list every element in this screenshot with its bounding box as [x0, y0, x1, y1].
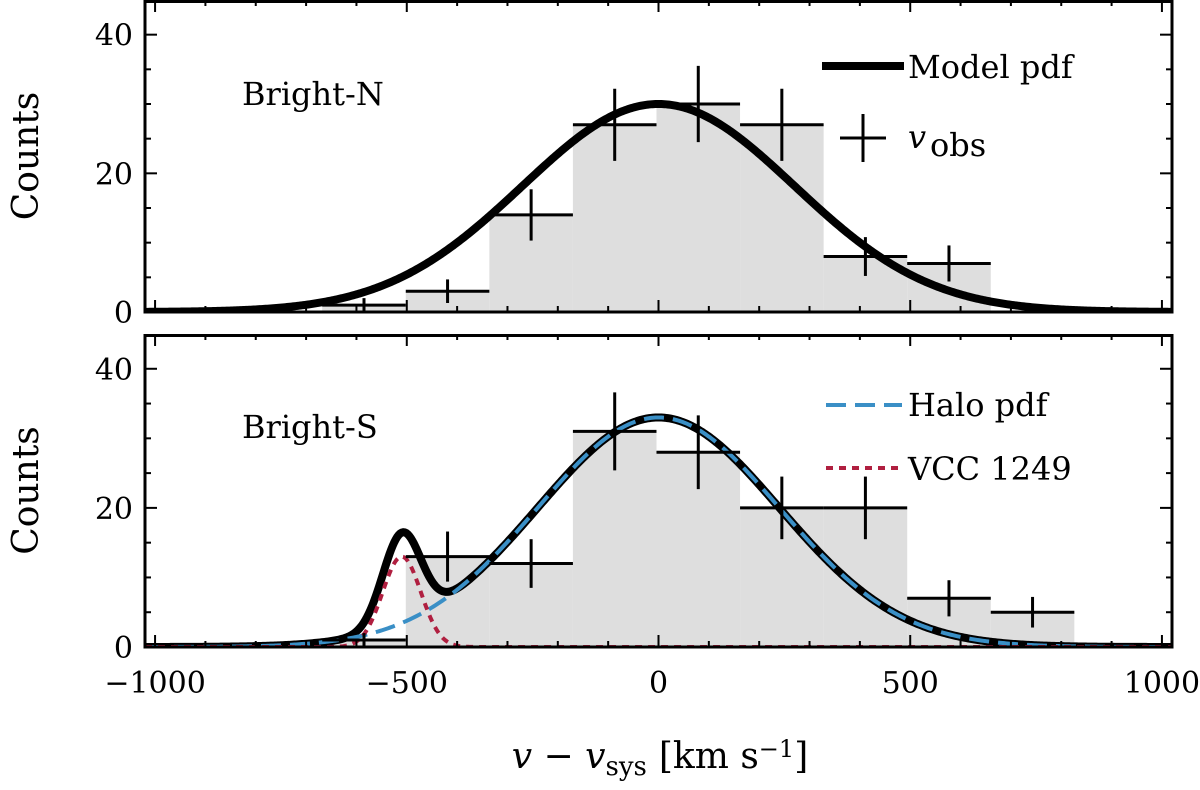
- y-tick-label: 40: [95, 19, 133, 54]
- y-tick-label: 0: [114, 631, 133, 666]
- panel-label: Bright-N: [242, 75, 384, 113]
- observed-point: [907, 245, 991, 282]
- observed-point: [489, 189, 573, 241]
- x-axis-title-sup: −1: [759, 735, 794, 763]
- x-tick-label: 1000: [1124, 666, 1200, 701]
- y-axis-title: Counts: [6, 426, 47, 555]
- legend-vcc-label: VCC 1249: [907, 450, 1072, 488]
- x-axis-title: v − vsys [km s−1]: [512, 735, 808, 781]
- observed-point: [740, 476, 824, 540]
- legend-obs-label: v: [908, 118, 926, 156]
- plot-area: [145, 65, 1172, 312]
- observed-point: [489, 539, 573, 588]
- x-tick-label: 0: [649, 666, 668, 701]
- observed-point: [405, 531, 490, 582]
- x-tick-label: −1000: [104, 666, 205, 701]
- x-axis-title-units: [km s: [659, 736, 759, 777]
- x-axis-title-main: v − v: [512, 736, 606, 777]
- x-tick-label: −500: [366, 666, 448, 701]
- y-axis-title: Counts: [6, 92, 47, 221]
- x-axis-title-sub: sys: [606, 752, 647, 782]
- panel-bright-n: 0 20 40 Counts Bright-N Model pdf v obs: [6, 0, 1174, 331]
- y-tick-label: 40: [95, 353, 133, 388]
- observed-point: [656, 415, 741, 490]
- legend-model-label: Model pdf: [908, 48, 1075, 86]
- halo-pdf-curve: [145, 415, 1172, 647]
- plot-area: [145, 392, 1172, 647]
- observed-point: [823, 237, 908, 276]
- y-tick-label: 20: [95, 157, 133, 192]
- legend: Halo pdf VCC 1249: [826, 386, 1072, 488]
- observed-point: [740, 88, 824, 161]
- panel-bright-s: 0 20 40 Counts Bright-S Halo pdf VCC 1249 −1000…: [6, 334, 1200, 782]
- legend: Model pdf v obs: [822, 48, 1075, 164]
- y-tick-label: 0: [114, 296, 133, 331]
- legend-obs-subscript: obs: [930, 126, 986, 164]
- y-tick-label: 20: [95, 492, 133, 527]
- observed-point: [572, 392, 657, 471]
- observed-point: [572, 88, 657, 161]
- x-tick-label: 500: [882, 666, 939, 701]
- x-axis-title-end: ]: [794, 736, 808, 777]
- observed-point: [656, 65, 741, 143]
- observed-point: [907, 580, 991, 617]
- panel-label: Bright-S: [242, 408, 378, 446]
- observed-point: [322, 298, 406, 312]
- legend-halo-label: Halo pdf: [908, 386, 1050, 424]
- observed-point: [322, 633, 406, 647]
- observed-point: [990, 596, 1075, 628]
- observed-point: [405, 279, 490, 303]
- observed-point: [823, 476, 908, 540]
